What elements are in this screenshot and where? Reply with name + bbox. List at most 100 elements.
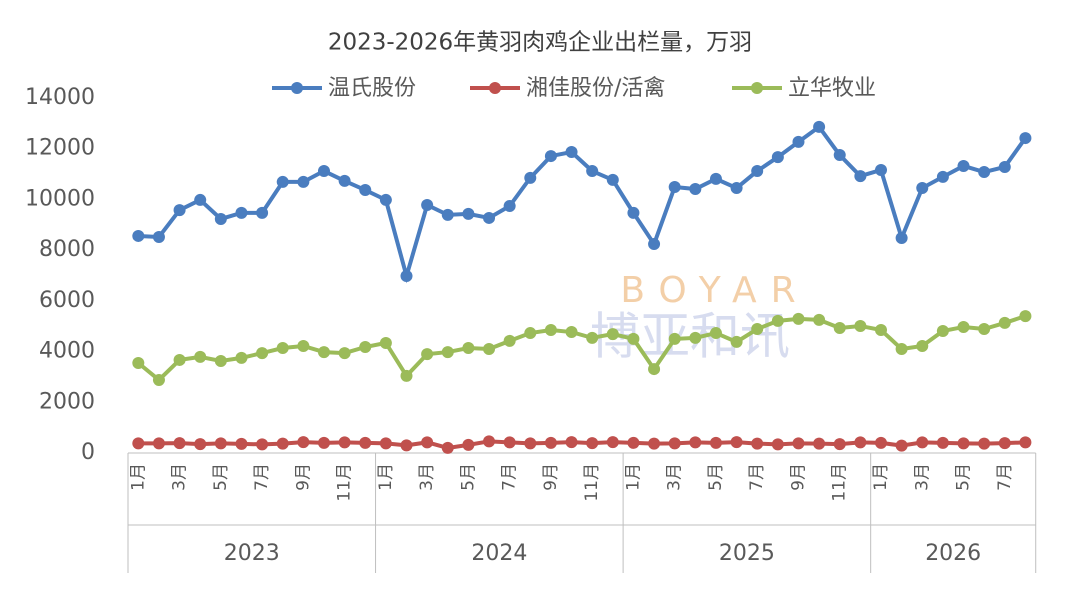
point [1019, 436, 1032, 449]
point [317, 346, 330, 359]
point [936, 325, 949, 338]
point [235, 351, 248, 364]
point [152, 437, 165, 450]
point [338, 174, 351, 187]
y-tick-label: 8000 [39, 237, 95, 262]
x-tick-label: 5月 [954, 463, 974, 491]
point [648, 238, 661, 251]
point [235, 437, 248, 450]
point [792, 437, 805, 450]
y-tick-label: 4000 [39, 339, 95, 364]
point [627, 332, 640, 345]
point [730, 182, 743, 195]
point [689, 436, 702, 449]
x-tick-label: 1月 [871, 463, 891, 491]
point [173, 437, 186, 450]
point [338, 436, 351, 449]
point [462, 207, 475, 220]
point [317, 165, 330, 178]
x-tick-label: 9月 [788, 463, 808, 491]
point [813, 437, 826, 450]
point [606, 328, 619, 341]
point [421, 199, 434, 212]
point [359, 436, 372, 449]
point [173, 353, 186, 366]
legend-marker [291, 82, 303, 94]
point [483, 435, 496, 448]
x-tick-label: 1月 [376, 463, 396, 491]
point [813, 313, 826, 326]
point [194, 193, 207, 206]
point [998, 437, 1011, 450]
y-tick-label: 2000 [39, 389, 95, 414]
point [483, 343, 496, 356]
point [276, 175, 289, 188]
x-tick-label: 1月 [128, 463, 148, 491]
point [400, 270, 413, 283]
point [771, 314, 784, 327]
x-tick-label: 3月 [912, 463, 932, 491]
point [214, 354, 227, 367]
legend-marker [751, 82, 763, 94]
point [586, 331, 599, 344]
point [668, 437, 681, 450]
point [503, 200, 516, 213]
x-tick-label: 1月 [623, 463, 643, 491]
point [792, 135, 805, 148]
point [524, 171, 537, 184]
point [874, 436, 887, 449]
point [152, 373, 165, 386]
x-tick-label: 11月 [335, 463, 355, 502]
point [524, 437, 537, 450]
group-label: 2023 [224, 541, 280, 566]
x-tick-label: 3月 [665, 463, 685, 491]
point [421, 348, 434, 361]
point [276, 342, 289, 355]
x-tick-label: 3月 [417, 463, 437, 491]
point [916, 182, 929, 195]
y-tick-label: 10000 [25, 186, 95, 211]
point [813, 120, 826, 133]
point [256, 206, 269, 219]
point [152, 230, 165, 243]
point [297, 175, 310, 188]
point [916, 339, 929, 352]
point [936, 170, 949, 183]
point [1019, 132, 1032, 145]
legend-marker [489, 82, 501, 94]
point [586, 165, 599, 178]
point [854, 436, 867, 449]
point [565, 436, 578, 449]
y-tick-label: 0 [81, 440, 95, 465]
point [359, 341, 372, 354]
point [132, 229, 145, 242]
point [235, 206, 248, 219]
point [998, 316, 1011, 329]
point [751, 437, 764, 450]
x-tick-label: 5月 [458, 463, 478, 491]
legend-label: 温氏股份 [328, 76, 416, 101]
point [792, 312, 805, 325]
point [400, 369, 413, 382]
point [441, 441, 454, 454]
point [668, 181, 681, 194]
y-tick-label: 14000 [25, 85, 95, 110]
point [709, 436, 722, 449]
point [648, 363, 661, 376]
legend-label: 湘佳股份/活禽 [526, 76, 665, 101]
x-tick-label: 5月 [211, 463, 231, 491]
point [627, 436, 640, 449]
point [462, 342, 475, 355]
point [565, 326, 578, 339]
point [730, 436, 743, 449]
point [936, 436, 949, 449]
point [709, 172, 722, 185]
point [359, 184, 372, 197]
point [256, 347, 269, 360]
point [214, 212, 227, 225]
point [586, 437, 599, 450]
point [978, 323, 991, 336]
point [606, 436, 619, 449]
x-tick-label: 7月 [252, 463, 272, 491]
point [874, 164, 887, 177]
